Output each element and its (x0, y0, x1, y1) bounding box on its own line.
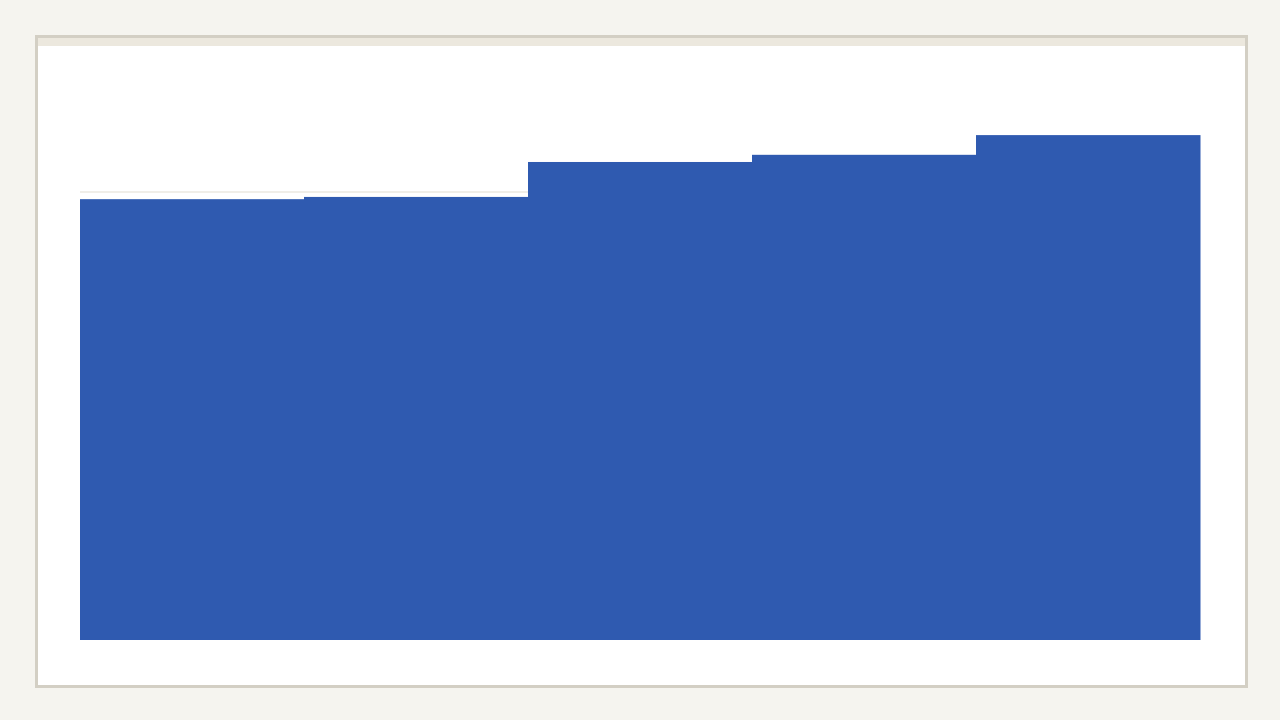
bar-3 (528, 161, 753, 640)
bar-5 (976, 135, 1201, 640)
bar-1 (80, 199, 305, 640)
bar-4 (752, 154, 977, 641)
bar-2 (304, 196, 529, 641)
card-header-strip (38, 38, 1245, 46)
